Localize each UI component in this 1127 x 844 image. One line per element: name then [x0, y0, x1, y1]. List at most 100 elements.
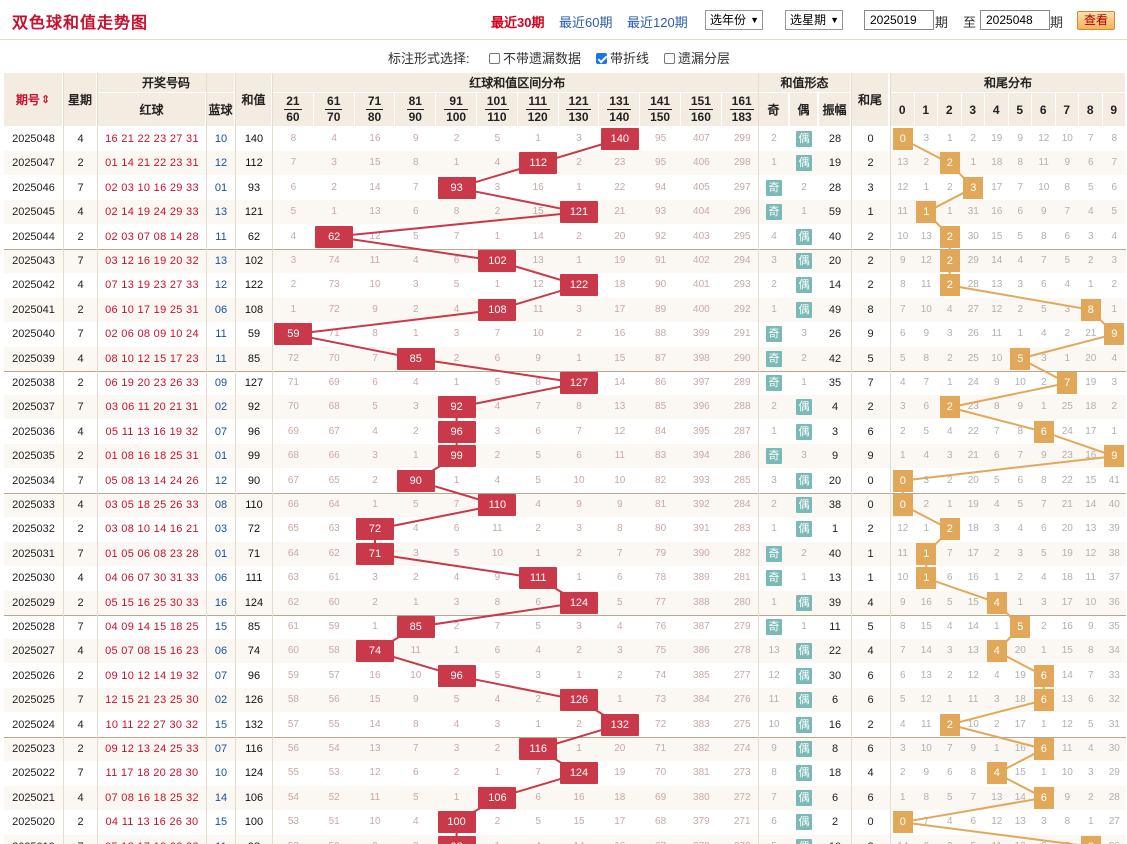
year-select[interactable]: 选年份 ▼: [705, 10, 764, 30]
red-balls-cell: 07 08 16 18 25 32: [105, 791, 199, 804]
tail-miss-cell: 2: [946, 181, 953, 193]
tail-miss-cell: 21: [1085, 328, 1097, 340]
tail-miss-cell: 17: [1085, 425, 1097, 437]
tail-header: 和尾: [852, 73, 889, 127]
sum-range-hit: 85: [396, 347, 435, 370]
range-miss-cell: 66: [287, 499, 299, 510]
period-60-link[interactable]: 最近60期: [559, 15, 613, 30]
tail-hit: 9: [1104, 323, 1125, 346]
tail-miss-cell: 23: [1061, 450, 1073, 462]
range-miss-cell: 3: [576, 523, 582, 535]
period-30-link[interactable]: 最近30期: [491, 15, 545, 30]
tail-miss-cell: 1: [1040, 645, 1047, 657]
tail-miss-cell: 6: [1040, 523, 1047, 535]
red-balls-cell: 03 12 16 19 20 32: [105, 255, 199, 267]
tail-miss-cell: 2: [1087, 255, 1094, 266]
tail-miss-cell: 1: [1087, 279, 1094, 291]
odd-miss-cell: 11: [768, 694, 780, 706]
range-miss-cell: 3: [494, 181, 501, 193]
blue-ball-cell: 12: [214, 474, 228, 487]
tail-miss-cell: 29: [1108, 767, 1120, 779]
amplitude-cell: 6: [831, 694, 839, 707]
checkbox-icon[interactable]: [596, 53, 607, 64]
tail-cell: 8: [852, 835, 889, 844]
range-miss-cell: 4: [494, 401, 501, 413]
range-miss-cell: 3: [453, 328, 460, 340]
amplitude-cell: 4: [831, 401, 839, 414]
tail-miss-cell: 12: [1061, 718, 1073, 730]
to-term-input[interactable]: 2025048: [980, 10, 1050, 30]
range-miss-cell: 5: [413, 230, 419, 242]
checkbox-icon[interactable]: [664, 53, 675, 64]
tail-miss-cell: 9: [1064, 157, 1071, 169]
even-tag: 偶: [796, 497, 812, 513]
tail-miss-cell: 14: [991, 255, 1003, 266]
from-term-input[interactable]: 2025019: [864, 10, 934, 30]
range-miss-cell: 7: [494, 328, 501, 340]
tail-miss-cell: 11: [921, 279, 932, 291]
range-miss-cell: 5: [535, 621, 541, 632]
range-miss-cell: 16: [369, 669, 381, 681]
option-layered[interactable]: 遗漏分层: [664, 48, 730, 67]
range-miss-cell: 74: [328, 255, 340, 266]
range-miss-cell: 1: [576, 352, 582, 364]
range-miss-cell: 83: [655, 450, 667, 462]
odd-tag: 奇: [766, 350, 782, 367]
tail-miss-cell: 8: [970, 767, 977, 779]
range-miss-cell: 8: [453, 206, 460, 218]
range-high: 70: [325, 109, 343, 124]
range-miss-cell: 18: [614, 791, 626, 803]
tail-miss-cell: 9: [1040, 206, 1047, 218]
tail-hit: 6: [1033, 786, 1054, 809]
range-miss-cell: 1: [535, 547, 541, 559]
range-miss-cell: 10: [614, 474, 626, 486]
even-tag: 偶: [796, 228, 812, 245]
term-cell: 2025044: [12, 230, 55, 243]
tail-miss-cell: 31: [967, 206, 979, 218]
odd-miss-cell: 6: [771, 816, 777, 828]
query-button[interactable]: 查看: [1077, 11, 1115, 30]
range-miss-cell: 14: [532, 230, 544, 242]
tail-miss-cell: 20: [1061, 523, 1073, 535]
range-miss-cell: 2: [576, 157, 582, 169]
tail-miss-cell: 12: [1085, 547, 1097, 559]
even-tag: 偶: [796, 838, 812, 844]
option-no-missing[interactable]: 不带遗漏数据: [489, 48, 581, 67]
tail-miss-cell: 4: [1040, 328, 1047, 340]
tail-miss-cell: 6: [1064, 230, 1071, 242]
blue-ball-cell: 13: [214, 206, 228, 219]
range-miss-cell: 58: [328, 645, 340, 657]
tail-hit: 4: [986, 640, 1007, 663]
range-miss-cell: 72: [328, 303, 340, 315]
tail-miss-cell: 3: [899, 401, 906, 413]
range-miss-cell: 379: [693, 816, 710, 828]
range-miss-cell: 76: [655, 621, 667, 632]
tail-miss-cell: 3: [946, 450, 953, 462]
blue-ball-cell: 10: [214, 133, 228, 145]
period-120-link[interactable]: 最近120期: [627, 15, 688, 30]
range-miss-cell: 7: [453, 499, 460, 510]
range-miss-cell: 7: [290, 157, 297, 169]
range-miss-cell: 9: [413, 133, 419, 144]
even-miss-cell: 2: [801, 547, 807, 559]
range-miss-cell: 396: [693, 401, 710, 413]
sum-range-hit: 111: [519, 567, 558, 590]
range-miss-cell: 16: [573, 791, 585, 803]
range-miss-cell: 95: [655, 157, 667, 169]
tail-miss-cell: 3: [923, 133, 930, 144]
sort-icon[interactable]: ⇕: [40, 93, 51, 106]
tail-miss-cell: 11: [968, 694, 979, 706]
range-high: 90: [406, 109, 424, 124]
range-miss-cell: 1: [576, 572, 582, 584]
tail-miss-cell: 4: [1017, 255, 1024, 266]
tail-miss-cell: 29: [967, 255, 979, 266]
tail-hit: 2: [939, 274, 960, 297]
checkbox-icon[interactable]: [489, 53, 500, 64]
range-miss-cell: 19: [614, 767, 626, 779]
range-miss-cell: 5: [535, 450, 541, 462]
option-with-line[interactable]: 带折线: [596, 48, 649, 67]
range-miss-cell: 57: [287, 718, 299, 730]
sum-cell: 71: [247, 547, 261, 560]
week-select[interactable]: 选星期 ▼: [785, 10, 844, 30]
tail-miss-cell: 11: [897, 206, 908, 218]
